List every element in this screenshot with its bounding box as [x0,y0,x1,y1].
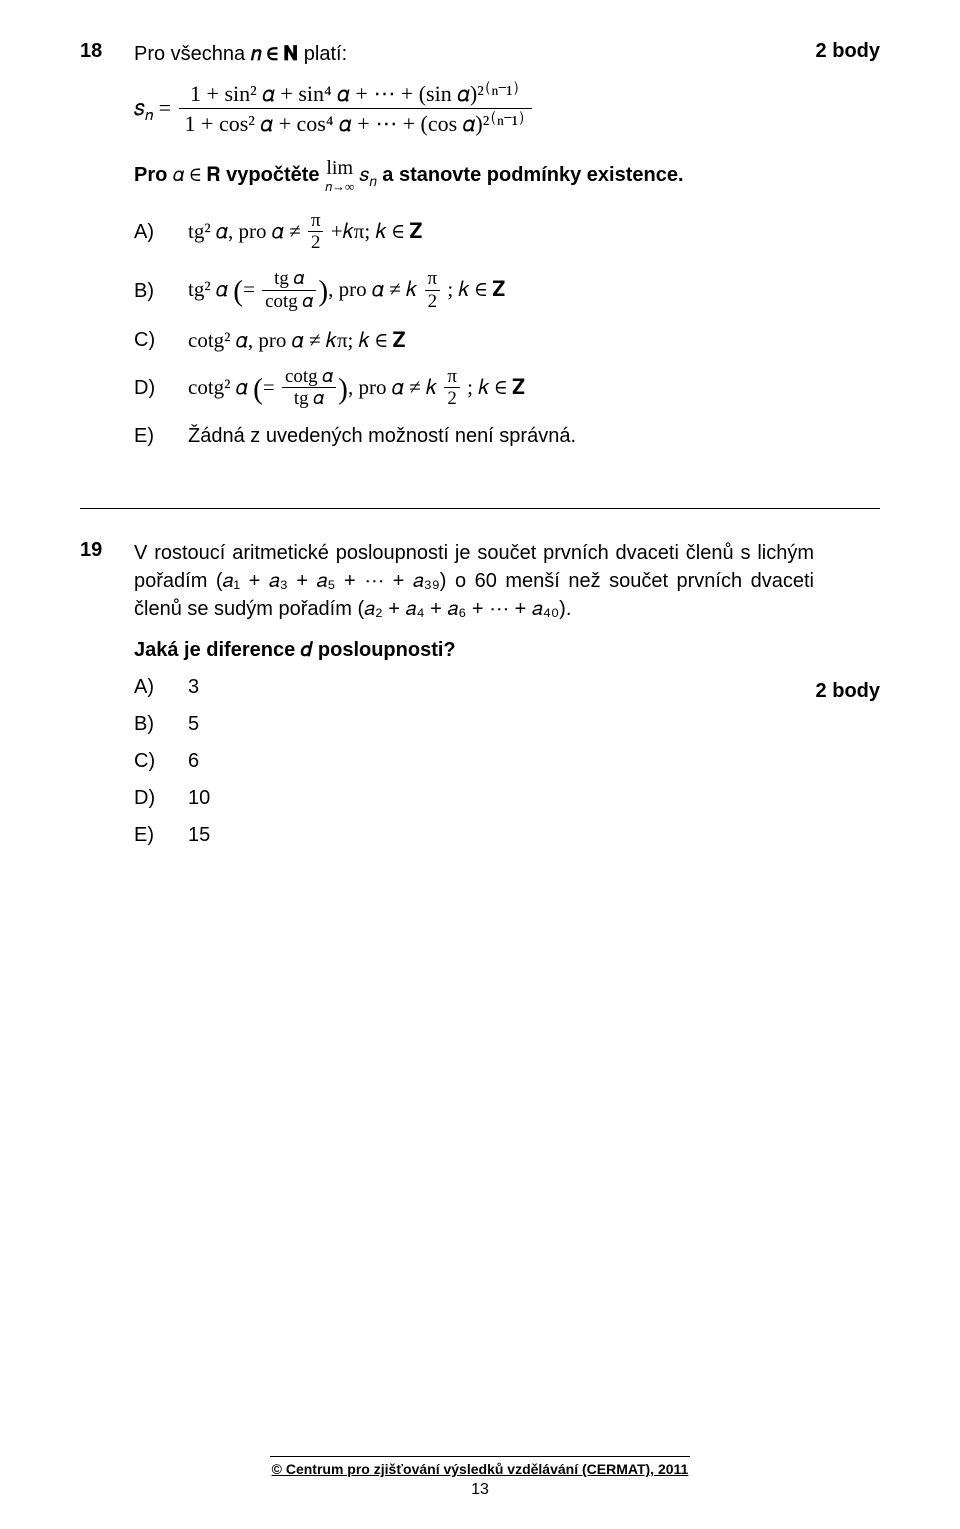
lim-bot: 𝑛→∞ [325,180,354,193]
optD-eq: = [263,375,280,399]
option-body: 15 [188,824,210,847]
option-b: B) 5 [134,713,880,736]
formula-lhs-sub: 𝑛 [145,107,153,124]
optD-paren-l: ( [253,373,263,405]
limit: lim 𝑛→∞ [325,158,354,193]
option-label: A) [134,676,164,699]
optD-frac2-den: 2 [444,388,460,411]
points-q19: 2 body [816,680,880,703]
optA-frac-den: 2 [308,232,324,255]
optB-paren-l: ( [233,276,243,308]
option-body: cotg² 𝛼, pro 𝛼 ≠ 𝑘π; 𝑘 ∈ 𝐙 [188,328,405,353]
intro-post: platí: [298,43,347,65]
problem-intro: Pro všechna 𝑛 ∈ 𝐍 platí: [134,40,347,68]
intro-pre: Pro všechna [134,43,251,65]
footer-copyright: © Centrum pro zjišťování výsledků vzdělá… [0,1461,960,1477]
prompt-alpha: 𝛼 ∈ 𝐑 [173,163,221,185]
optA-frac: π2 [308,211,324,255]
optD-mid: , pro 𝛼 ≠ 𝑘 [348,375,442,399]
option-label: C) [134,329,164,352]
formula-den: 1 + cos² 𝛼 + cos⁴ 𝛼 + ⋯ + (cos 𝛼)²⁽ⁿ⁻¹⁾ [179,109,532,139]
problem-number: 19 [80,539,116,562]
divider [80,508,880,509]
option-label: C) [134,750,164,773]
formula-fraction: 1 + sin² 𝛼 + sin⁴ 𝛼 + ⋯ + (sin 𝛼)²⁽ⁿ⁻¹⁾1… [179,80,532,140]
optA-pre: tg² 𝛼, pro 𝛼 ≠ [188,219,306,243]
option-a: A) 3 [134,676,880,699]
optB-frac2: π2 [425,269,441,313]
option-body: 6 [188,750,199,773]
optB-frac: tg 𝛼cotg 𝛼 [262,269,316,313]
problem-19: 19 V rostoucí aritmetické posloupnosti j… [80,539,880,847]
option-body: 5 [188,713,199,736]
problem-18: 18 Pro všechna 𝑛 ∈ 𝐍 platí: 𝑠𝑛 = 1 + sin… [80,40,880,448]
formula-lhs: 𝑠 [134,95,145,120]
option-label: B) [134,280,164,303]
optD-tail: ; 𝑘 ∈ 𝐙 [462,375,525,399]
option-body: 10 [188,787,210,810]
option-label: B) [134,713,164,736]
optB-pre: tg² 𝛼 [188,277,233,301]
optD-frac2: π2 [444,367,460,411]
prompt-mid: vypočtěte [221,163,325,185]
optA-frac-num: π [308,211,324,233]
footer: © Centrum pro zjišťování výsledků vzdělá… [0,1456,960,1499]
option-label: D) [134,787,164,810]
formula-num: 1 + sin² 𝛼 + sin⁴ 𝛼 + ⋯ + (sin 𝛼)²⁽ⁿ⁻¹⁾ [179,80,532,109]
optD-paren-r: ) [338,373,348,405]
prompt: Pro 𝛼 ∈ 𝐑 vypočtěte lim 𝑛→∞ 𝑠𝑛 a stanovte… [134,158,880,193]
prompt-post: a stanovte podmínky existence. [377,163,684,185]
optB-frac2-den: 2 [425,291,441,314]
optB-frac-den: cotg 𝛼 [262,291,316,314]
option-body: Žádná z uvedených možností není správná. [188,425,576,448]
option-body: 3 [188,676,199,699]
option-c: C) 6 [134,750,880,773]
option-e: E) Žádná z uvedených možností není správ… [134,425,880,448]
option-body: tg² 𝛼, pro 𝛼 ≠ π2 +𝑘π; 𝑘 ∈ 𝐙 [188,211,422,255]
option-label: A) [134,221,164,244]
formula-eq: = [153,95,176,120]
option-c: C) cotg² 𝛼, pro 𝛼 ≠ 𝑘π; 𝑘 ∈ 𝐙 [134,328,880,353]
option-d: D) 10 [134,787,880,810]
optD-frac-den: tg 𝛼 [282,388,336,411]
option-a: A) tg² 𝛼, pro 𝛼 ≠ π2 +𝑘π; 𝑘 ∈ 𝐙 [134,211,880,255]
optB-eq: = [243,277,260,301]
optB-mid: , pro 𝛼 ≠ 𝑘 [328,277,422,301]
intro-math: 𝑛 ∈ 𝐍 [251,43,298,65]
problem-text: V rostoucí aritmetické posloupnosti je s… [134,539,814,623]
option-label: E) [134,425,164,448]
option-e: E) 15 [134,824,880,847]
option-body: cotg² 𝛼 (= cotg 𝛼tg 𝛼), pro 𝛼 ≠ 𝑘 π2 ; 𝑘… [188,367,525,411]
points-q18: 2 body [816,40,880,63]
optD-frac2-num: π [444,367,460,389]
option-label: D) [134,377,164,400]
optB-frac2-num: π [425,269,441,291]
optB-frac-num: tg 𝛼 [262,269,316,291]
option-label: E) [134,824,164,847]
option-b: B) tg² 𝛼 (= tg 𝛼cotg 𝛼), pro 𝛼 ≠ 𝑘 π2 ; … [134,269,880,313]
prompt-sn: 𝑠 [354,163,369,185]
question: Jaká je diference 𝑑 posloupnosti? [134,639,880,662]
prompt-pre: Pro [134,163,173,185]
lim-top: lim [325,158,354,178]
problem-number: 18 [80,40,116,63]
optB-tail: ; 𝑘 ∈ 𝐙 [442,277,505,301]
prompt-sn-sub: 𝑛 [369,174,377,189]
footer-page-number: 13 [0,1481,960,1499]
footer-divider [270,1456,690,1457]
formula-sn: 𝑠𝑛 = 1 + sin² 𝛼 + sin⁴ 𝛼 + ⋯ + (sin 𝛼)²⁽… [134,80,880,140]
page: 2 body 18 Pro všechna 𝑛 ∈ 𝐍 platí: 𝑠𝑛 = … [0,0,960,1529]
optD-frac: cotg 𝛼tg 𝛼 [282,367,336,411]
option-body: tg² 𝛼 (= tg 𝛼cotg 𝛼), pro 𝛼 ≠ 𝑘 π2 ; 𝑘 ∈… [188,269,505,313]
optD-frac-num: cotg 𝛼 [282,367,336,389]
optA-tail: +𝑘π; 𝑘 ∈ 𝐙 [325,219,422,243]
optB-paren-r: ) [318,276,328,308]
optD-pre: cotg² 𝛼 [188,375,253,399]
option-d: D) cotg² 𝛼 (= cotg 𝛼tg 𝛼), pro 𝛼 ≠ 𝑘 π2 … [134,367,880,411]
